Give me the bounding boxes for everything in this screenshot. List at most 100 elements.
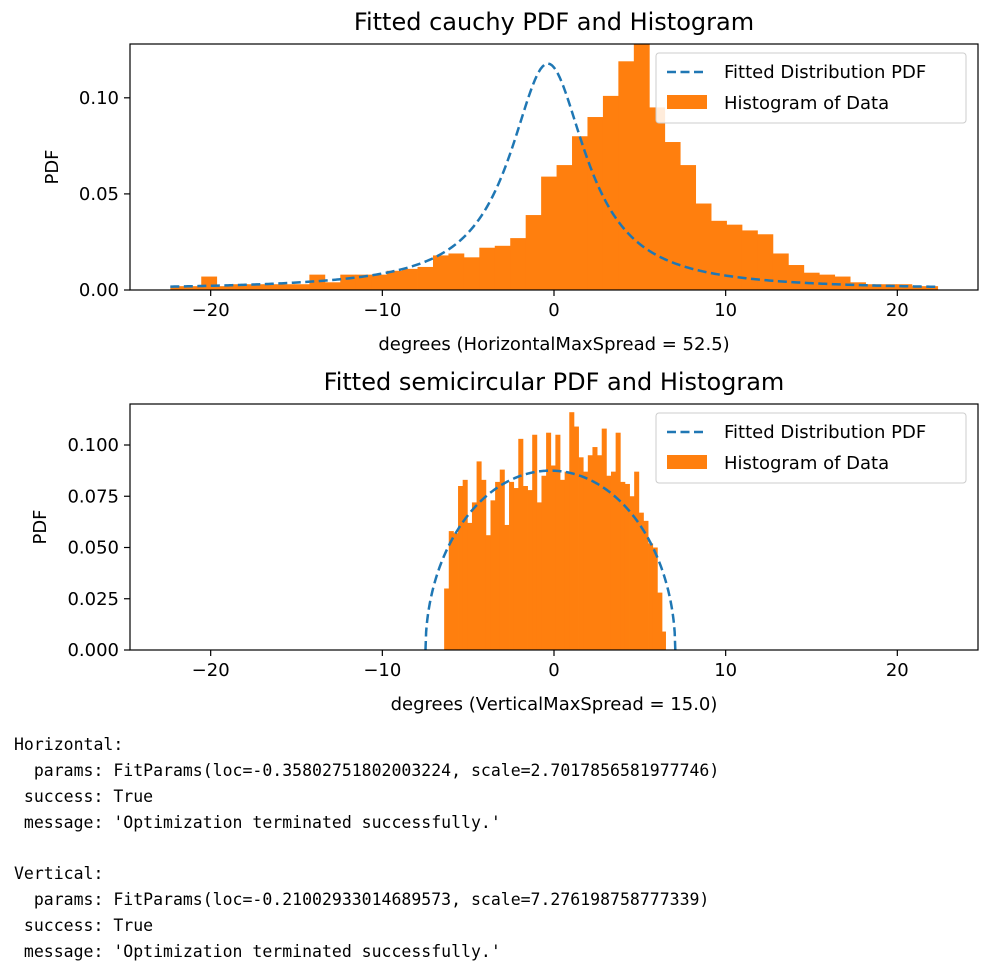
- histogram-bar: [509, 481, 515, 650]
- histogram-bar: [587, 117, 604, 290]
- legend-label-hist: Histogram of Data: [724, 453, 889, 474]
- histogram-bar: [309, 274, 326, 291]
- histogram-bar: [643, 520, 649, 650]
- histogram-bar: [541, 176, 557, 290]
- histogram-bar: [371, 274, 388, 291]
- histogram-bar: [664, 142, 681, 290]
- histogram-bar: [527, 490, 533, 650]
- histogram-bar: [661, 631, 666, 650]
- histogram-bar: [541, 475, 547, 650]
- fit-results-output: Horizontal: params: FitParams(loc=-0.358…: [14, 732, 719, 965]
- y-tick-label: 0.050: [67, 538, 119, 559]
- histogram-bar: [479, 247, 496, 290]
- histogram-bar: [536, 502, 542, 650]
- output-line: params: FitParams(loc=-0.210029330146895…: [14, 890, 710, 910]
- histogram-bar: [573, 426, 579, 650]
- histogram-bar: [695, 203, 712, 290]
- histogram-bar: [741, 230, 758, 290]
- output-line: Horizontal:: [14, 735, 124, 754]
- y-axis-label: PDF: [42, 149, 63, 184]
- x-axis-label: degrees (HorizontalMaxSpread = 52.5): [378, 334, 729, 355]
- x-tick-label: 0: [548, 660, 559, 681]
- histogram-bar: [597, 455, 603, 650]
- x-tick-label: 10: [714, 300, 737, 321]
- y-axis-ticks: 0.000 0.025 0.050 0.075 0.100: [67, 435, 130, 661]
- histogram-bar: [458, 486, 464, 650]
- histogram-bar: [525, 215, 542, 290]
- y-tick-label: 0.025: [67, 589, 119, 610]
- histogram-bar: [620, 481, 626, 650]
- histogram-bar: [592, 447, 598, 650]
- histogram-bar: [481, 479, 487, 650]
- y-axis-label: PDF: [30, 509, 51, 544]
- histogram-bar: [247, 284, 264, 290]
- legend: Fitted Distribution PDF Histogram of Dat…: [655, 412, 967, 484]
- histogram-bar: [510, 238, 527, 290]
- histogram-bar: [757, 234, 774, 290]
- histogram-bar: [602, 95, 619, 290]
- legend-box: [655, 52, 967, 124]
- histogram-bar: [386, 270, 403, 290]
- legend-hist-swatch: [667, 95, 707, 109]
- histogram-bar: [583, 471, 589, 650]
- histogram-bar: [232, 284, 248, 290]
- histogram-bar: [355, 274, 372, 291]
- x-tick-label: −10: [363, 300, 401, 321]
- histogram-bar: [402, 268, 418, 290]
- histogram-bar: [726, 224, 743, 290]
- histogram-bar: [834, 276, 851, 290]
- histogram-bar: [417, 266, 434, 290]
- histogram-bar: [504, 524, 510, 650]
- histogram-bar: [463, 257, 480, 290]
- x-tick-label: 10: [714, 660, 737, 681]
- histogram-bar: [618, 61, 635, 290]
- histogram-bar: [634, 471, 640, 650]
- x-tick-label: 0: [548, 300, 559, 321]
- x-axis-label: degrees (VerticalMaxSpread = 15.0): [391, 694, 718, 715]
- histogram-bar: [560, 479, 566, 650]
- histogram-bar: [569, 412, 575, 650]
- histogram-bar: [555, 434, 561, 650]
- histogram-bar: [499, 469, 505, 650]
- histogram-bar: [324, 282, 341, 290]
- histogram-bar: [572, 136, 588, 290]
- histogram-bar: [522, 486, 528, 650]
- histogram-bar: [803, 272, 820, 290]
- histogram-bar: [587, 455, 593, 650]
- y-tick-label: 0.000: [67, 640, 119, 661]
- histogram-bar: [495, 481, 501, 650]
- x-tick-label: −10: [363, 660, 401, 681]
- histogram-bar: [278, 284, 295, 290]
- legend-box: [655, 412, 967, 484]
- legend: Fitted Distribution PDF Histogram of Dat…: [655, 52, 967, 124]
- fitted-pdf-line: [170, 62, 938, 289]
- histogram-bar: [476, 461, 482, 650]
- histogram-bar: [556, 165, 573, 290]
- histogram-bar: [453, 533, 459, 650]
- histogram-bars: [170, 44, 939, 291]
- y-tick-label: 0.00: [79, 280, 119, 301]
- cauchy-chart: Fitted cauchy PDF and Histogram −20 −10 0 1…: [42, 8, 979, 355]
- output-line: [14, 836, 719, 862]
- histogram-bar: [927, 286, 939, 290]
- chart-title: Fitted semicircular PDF and Histogram: [324, 368, 785, 396]
- legend-hist-swatch: [667, 455, 707, 469]
- histogram-bar: [819, 274, 836, 291]
- histogram-bar: [648, 543, 654, 650]
- histogram-bar: [564, 471, 570, 650]
- histogram-bar: [638, 512, 644, 650]
- histogram-bar: [610, 471, 617, 650]
- histogram-bar: [629, 496, 635, 650]
- x-tick-label: −20: [192, 660, 230, 681]
- histogram-bar: [462, 479, 468, 650]
- histogram-bar: [490, 500, 496, 650]
- y-axis-ticks: 0.00 0.05 0.10: [79, 88, 130, 301]
- y-tick-label: 0.075: [67, 486, 119, 507]
- x-tick-label: −20: [192, 300, 230, 321]
- histogram-bar: [518, 438, 524, 650]
- histogram-bar: [657, 592, 663, 650]
- histogram-bar: [615, 432, 621, 650]
- semicircular-chart: Fitted semicircular PDF and Histogram −2…: [30, 368, 979, 715]
- histogram-bar: [471, 502, 477, 650]
- histogram-bar: [850, 282, 866, 290]
